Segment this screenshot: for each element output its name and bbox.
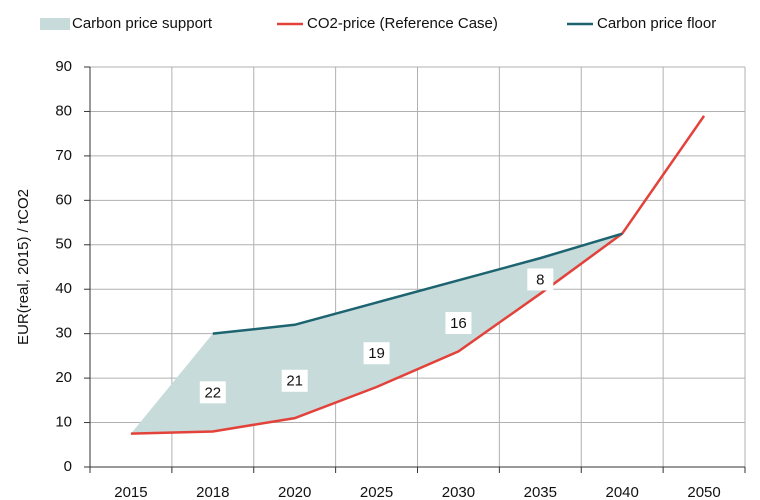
x-tick-label: 2050 [687, 484, 720, 500]
line [130, 115, 706, 435]
x-tick-label: 2020 [278, 484, 311, 500]
area [130, 233, 623, 434]
y-tick-label: 10 [55, 414, 72, 431]
x-tick-label: 2025 [360, 484, 393, 500]
data-label: 21 [286, 373, 303, 390]
label-box [445, 312, 472, 334]
y-tick-label: 50 [55, 236, 72, 253]
y-tick-label: 60 [55, 191, 72, 208]
label-box [199, 381, 226, 404]
x-tick-label: 2030 [442, 484, 475, 500]
y-tick-label: 90 [55, 58, 72, 75]
y-tick-label: 0 [64, 458, 72, 475]
y-tick-label: 70 [55, 147, 72, 164]
data-label: 19 [368, 345, 385, 362]
y-tick-label: 30 [55, 325, 72, 342]
label-box [363, 342, 390, 365]
y-tick-label: 40 [55, 280, 72, 297]
x-tick-label: 2035 [524, 484, 557, 500]
x-tick-label: 2040 [606, 484, 639, 500]
line [212, 232, 623, 335]
data-label: 8 [536, 271, 544, 288]
data-label: 22 [204, 384, 221, 401]
x-tick-label: 2015 [114, 484, 147, 500]
legend-label: Carbon price support [72, 15, 213, 32]
y-tick-label: 80 [55, 102, 72, 119]
legend-label: CO2-price (Reference Case) [307, 15, 498, 32]
x-tick-label: 2018 [196, 484, 229, 500]
data-label: 16 [450, 315, 467, 332]
label-box [527, 268, 554, 291]
y-axis-label: EUR(real, 2015) / tCO2 [15, 189, 32, 345]
legend-swatch [40, 18, 70, 30]
label-box [281, 369, 308, 392]
y-tick-label: 20 [55, 369, 72, 386]
legend-label: Carbon price floor [597, 15, 716, 32]
